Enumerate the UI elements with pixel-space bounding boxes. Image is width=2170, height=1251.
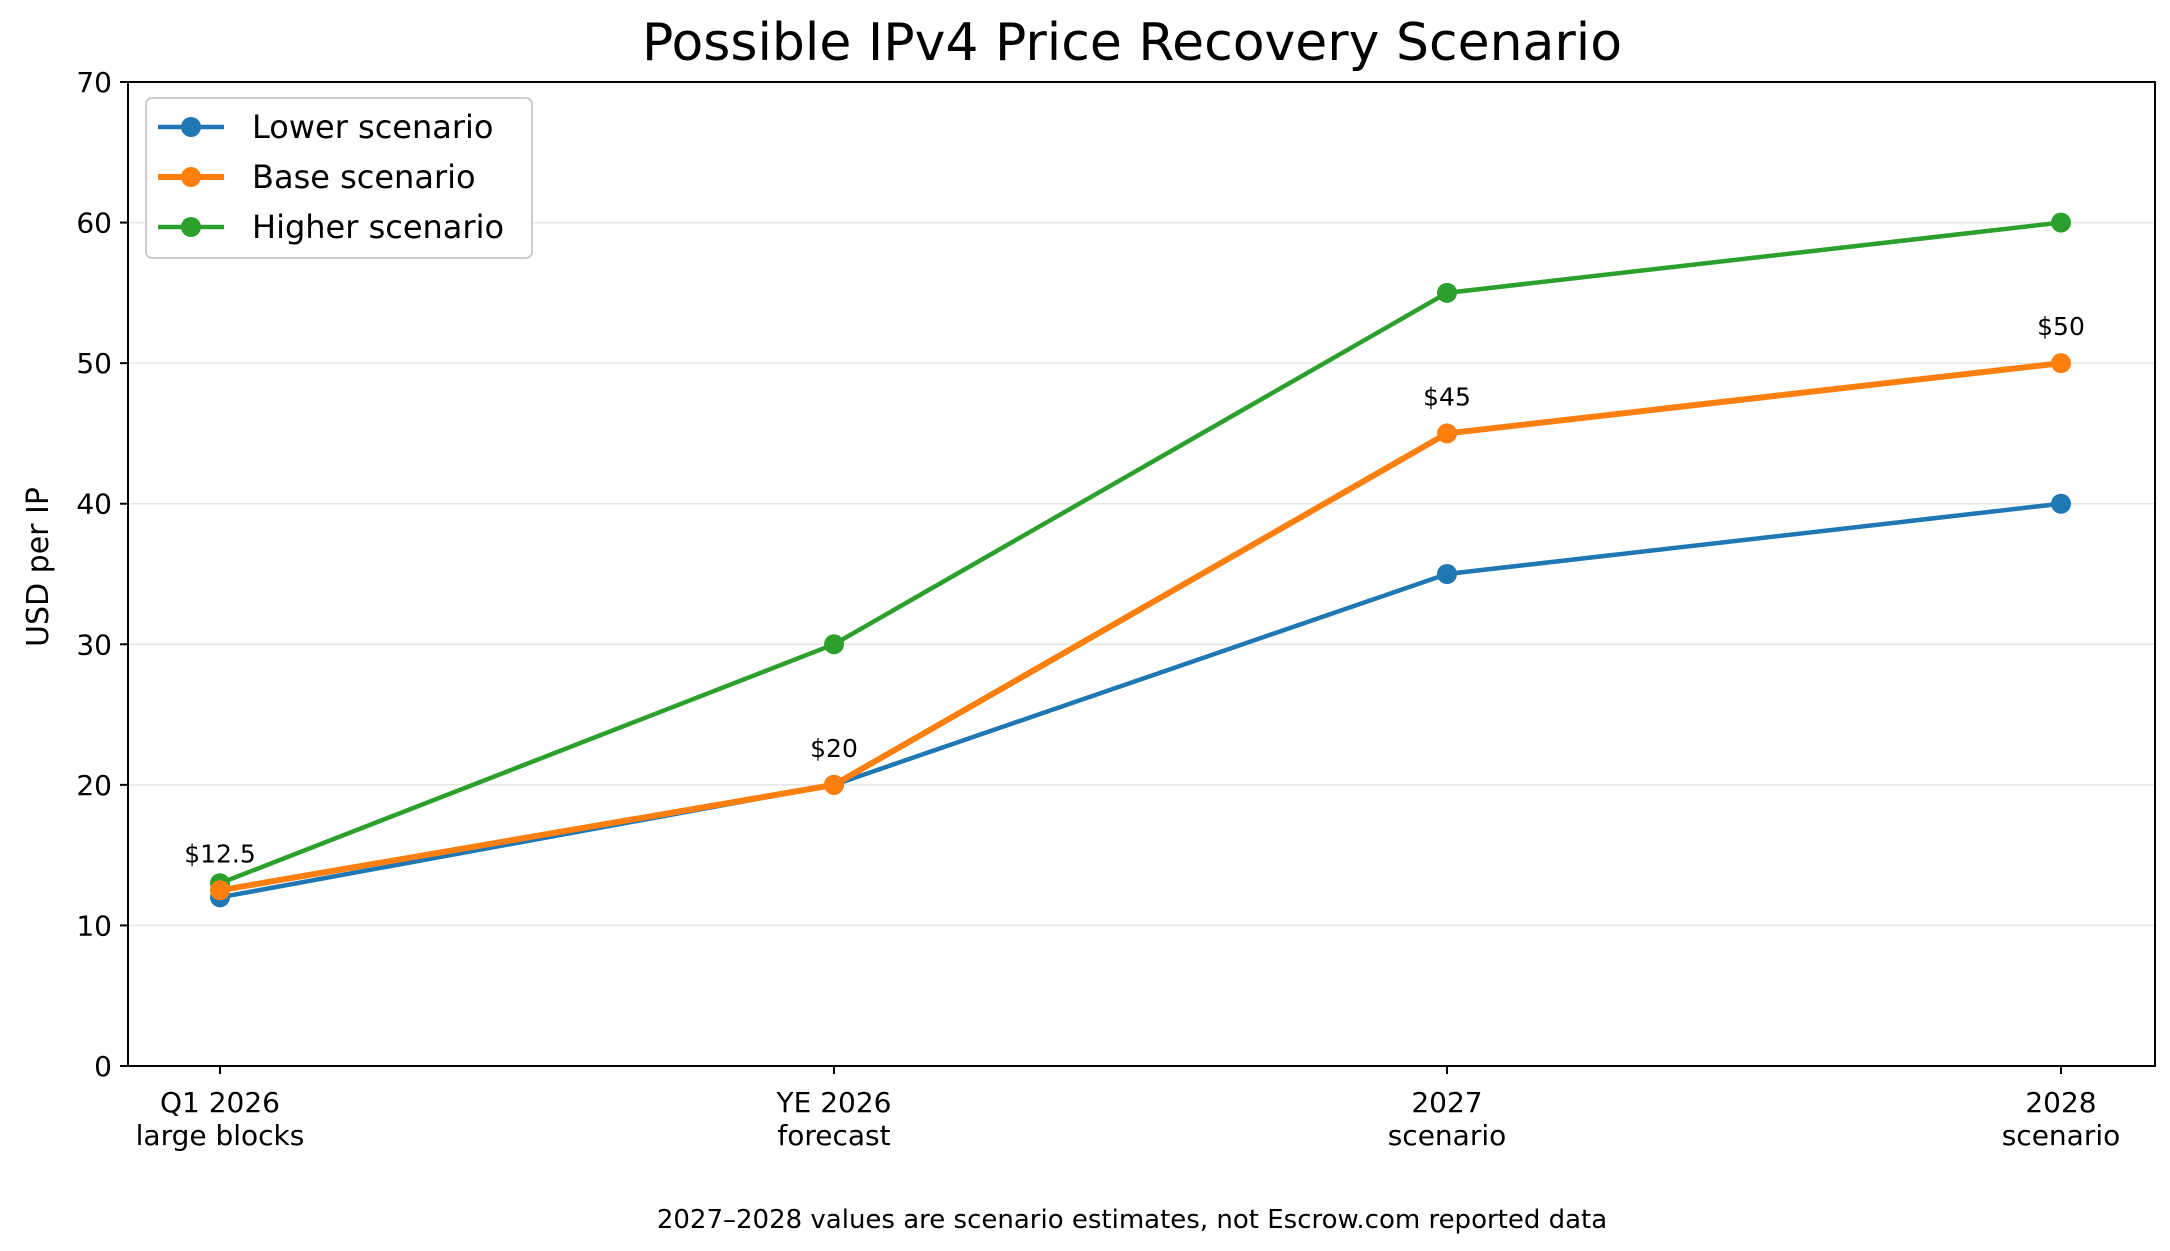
y-tick-label: 0 <box>94 1050 112 1083</box>
legend-label: Lower scenario <box>252 108 494 146</box>
data-point <box>824 634 844 655</box>
legend: Lower scenario Base scenario Higher scenar… <box>145 97 533 259</box>
data-labels: $12.5 $20 $45 $50 <box>184 312 2085 868</box>
y-tick-label: 30 <box>76 628 112 661</box>
series-line <box>217 220 2064 886</box>
y-tick-label: 70 <box>76 66 112 99</box>
series-base-scenario <box>210 353 2071 901</box>
gridlines <box>128 221 2155 927</box>
legend-item: Higher scenario <box>158 208 504 246</box>
x-tick-label: 2028 scenario <box>2002 1086 2121 1152</box>
legend-item: Lower scenario <box>158 108 494 146</box>
y-tick-label: 20 <box>76 769 112 802</box>
x-tick-label: 2027 scenario <box>1388 1086 1507 1152</box>
data-point <box>1437 282 1457 303</box>
legend-marker <box>181 217 201 237</box>
data-point <box>1437 423 1457 444</box>
series-higher-scenario <box>210 212 2071 894</box>
y-tick-label: 60 <box>76 207 112 240</box>
legend-marker <box>181 117 201 137</box>
y-tick-label: 50 <box>76 347 112 380</box>
series-line <box>217 501 2064 900</box>
data-point <box>824 774 844 795</box>
plot-frame <box>127 81 2156 1067</box>
legend-label: Higher scenario <box>252 208 504 246</box>
legend-box <box>145 97 533 259</box>
chart-title: Possible IPv4 Price Recovery Scenario <box>642 13 1622 73</box>
axes: 0 10 20 30 40 50 60 70 Q1 2026 large blocks YE 202… <box>76 66 2156 1152</box>
series-line <box>217 360 2064 894</box>
data-label: $50 <box>2037 312 2085 341</box>
y-tick-label: 40 <box>76 488 112 521</box>
y-axis-label: USD per IP <box>21 487 56 647</box>
data-label: $12.5 <box>184 839 256 868</box>
data-label: $20 <box>810 734 858 763</box>
data-point <box>2051 353 2071 374</box>
series-lines <box>210 212 2071 908</box>
footnote: 2027–2028 values are scenario estimates,… <box>657 1205 1607 1235</box>
data-point <box>210 880 230 901</box>
data-label: $45 <box>1423 382 1471 411</box>
data-point <box>2051 212 2071 233</box>
legend-label: Base scenario <box>252 158 476 196</box>
x-tick-label: Q1 2026 large blocks <box>136 1086 305 1152</box>
legend-marker <box>181 167 201 187</box>
legend-item: Base scenario <box>158 158 476 196</box>
data-point <box>1437 564 1457 584</box>
y-tick-label: 10 <box>76 909 112 942</box>
data-point <box>2051 493 2071 514</box>
x-tick-label: YE 2026 forecast <box>776 1086 892 1152</box>
